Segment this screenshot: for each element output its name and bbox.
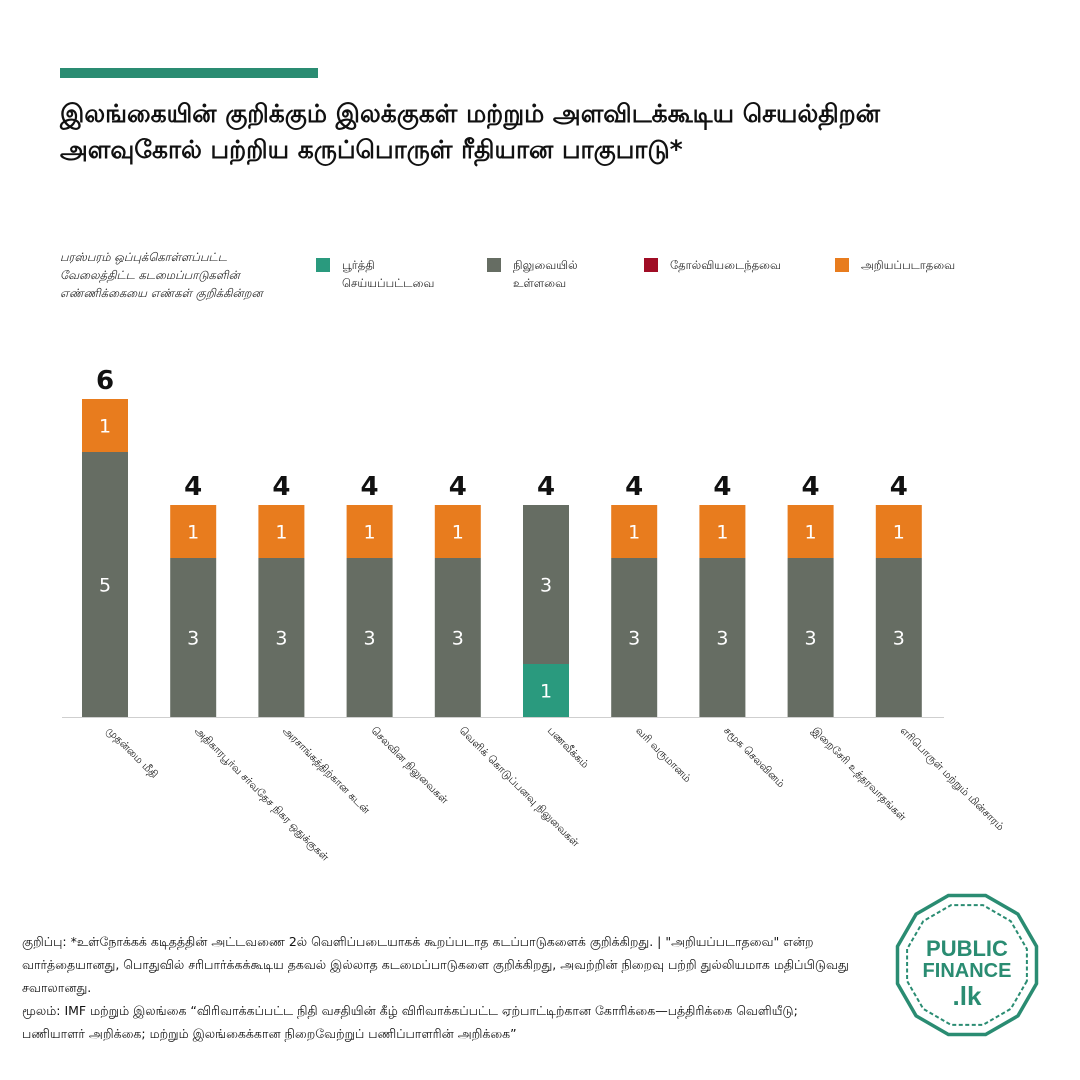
bar-segment-label: 1 <box>628 522 640 544</box>
legend-item-failed: தோல்வியடைந்தவை <box>644 256 824 274</box>
page-title: இலங்கையின் குறிக்கும் இலக்குகள் மற்றும் … <box>60 99 880 164</box>
bar-segment <box>170 505 217 558</box>
bar-segment <box>434 505 481 558</box>
bar-segment-label: 3 <box>452 628 464 650</box>
legend-swatch-pending <box>487 258 501 272</box>
bar-segment-label: 1 <box>187 522 199 544</box>
legend-label-unknown: அறியப்படாதவை <box>861 258 956 272</box>
bar-total-label: 4 <box>537 472 555 502</box>
bar-total-label: 4 <box>625 472 643 502</box>
bar-segment-label: 3 <box>540 575 552 597</box>
footnote-source: மூலம்: IMF மற்றும் இலங்கை “விரிவாக்கப்பட… <box>22 1003 798 1041</box>
bar-segment <box>82 452 128 717</box>
bar-segment-label: 1 <box>716 522 728 544</box>
legend-item-pending: நிலுவையில் உள்ளவை <box>487 256 617 292</box>
bar-segment <box>346 505 393 558</box>
bar-segment <box>523 664 569 717</box>
bar-total-label: 4 <box>890 472 908 502</box>
legend-swatch-failed <box>644 258 658 272</box>
legend-label-failed: தோல்வியடைந்தவை <box>670 258 781 272</box>
chart-subtitle: பரஸ்பரம் ஒப்புக்கொள்ளப்பட்ட வேலைத்திட்ட … <box>60 250 263 300</box>
bar-total-label: 4 <box>184 472 202 502</box>
bar-segment-label: 5 <box>99 575 111 597</box>
bar-segment-label: 3 <box>893 628 905 650</box>
bar-total-label: 4 <box>802 472 820 502</box>
bar-segment <box>170 558 217 717</box>
bar-segment-label: 1 <box>452 522 464 544</box>
logo-line3: .lk <box>953 981 982 1011</box>
x-tick-label: இறைசேரி உத்தரவாதங்கள் <box>809 725 908 824</box>
bar-segment <box>787 505 834 558</box>
footnote: குறிப்பு: *உள்நோக்கக் கடிதத்தின் அட்டவணை… <box>22 930 862 1045</box>
footnote-note: குறிப்பு: *உள்நோக்கக் கடிதத்தின் அட்டவணை… <box>22 934 849 995</box>
bar-total-label: 6 <box>96 366 114 396</box>
x-tick-label: முதன்மை மீதி <box>104 725 160 781</box>
bar-total-label: 4 <box>713 472 731 502</box>
chart-legend: பூர்த்தி செய்யப்பட்டவை நிலுவையில் உள்ளவை… <box>0 256 1080 296</box>
bar-segment-label: 3 <box>805 628 817 650</box>
bar-segment <box>699 558 746 717</box>
bar-segment-label: 3 <box>275 628 287 650</box>
bar-segment-label: 3 <box>628 628 640 650</box>
bar-total-label: 4 <box>361 472 379 502</box>
x-tick-label: செலவின நிலுவைகள் <box>368 725 450 807</box>
bar-segment <box>523 505 569 664</box>
bar-segment <box>82 399 128 452</box>
bar-segment-label: 1 <box>540 681 552 703</box>
x-tick-label: சமூக செலவினம் <box>721 725 787 791</box>
bar-segment-label: 1 <box>275 522 287 544</box>
x-tick-label: வரி வருமானம் <box>633 725 694 786</box>
legend-label-completed: பூர்த்தி செய்யப்பட்டவை <box>342 258 435 290</box>
legend-item-unknown: அறியப்படாதவை <box>835 256 1005 274</box>
bar-total-label: 4 <box>272 472 290 502</box>
x-tick-label: அரசாங்கத்திற்கான கடன் <box>280 725 372 817</box>
logo-line1: PUBLIC <box>926 936 1008 961</box>
bar-segment-label: 1 <box>805 522 817 544</box>
publicfinance-logo: PUBLIC FINANCE .lk <box>895 893 1039 1037</box>
legend-swatch-completed <box>316 258 330 272</box>
legend-item-completed: பூர்த்தி செய்யப்பட்டவை <box>316 256 466 292</box>
bar-segment-label: 3 <box>187 628 199 650</box>
legend-swatch-unknown <box>835 258 849 272</box>
bar-segment <box>258 558 305 717</box>
bar-segment-label: 1 <box>99 416 111 438</box>
title-accent-bar <box>60 68 318 78</box>
x-tick-label: பணவீக்கம் <box>545 725 591 771</box>
bar-segment <box>611 505 658 558</box>
bar-segment <box>875 558 922 717</box>
bar-segment <box>258 505 305 558</box>
bar-segment <box>699 505 746 558</box>
bar-total-label: 4 <box>449 472 467 502</box>
bar-segment-label: 1 <box>893 522 905 544</box>
bar-segment <box>875 505 922 558</box>
bar-segment-label: 3 <box>716 628 728 650</box>
bar-segment <box>611 558 658 717</box>
bar-segment <box>787 558 834 717</box>
bar-segment-label: 1 <box>364 522 376 544</box>
logo-line2: FINANCE <box>923 960 1012 982</box>
bar-segment <box>434 558 481 717</box>
bar-segment <box>346 558 393 717</box>
legend-label-pending: நிலுவையில் உள்ளவை <box>513 258 578 290</box>
x-tick-label: எரிபொருள் மற்றும் மின்சாரம் <box>898 725 1007 834</box>
bar-segment-label: 3 <box>364 628 376 650</box>
